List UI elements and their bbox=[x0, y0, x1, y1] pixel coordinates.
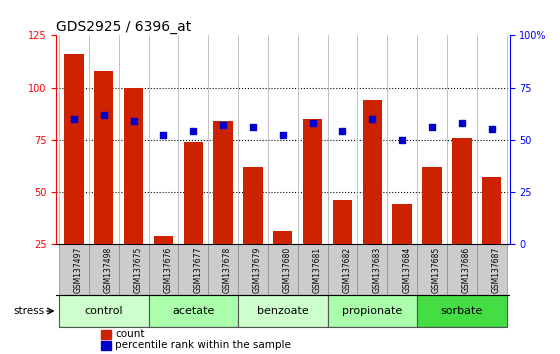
Text: GDS2925 / 6396_at: GDS2925 / 6396_at bbox=[56, 21, 192, 34]
FancyBboxPatch shape bbox=[298, 244, 328, 295]
Point bbox=[69, 116, 78, 122]
Text: GSM137682: GSM137682 bbox=[343, 246, 352, 292]
FancyBboxPatch shape bbox=[417, 244, 447, 295]
FancyBboxPatch shape bbox=[417, 295, 507, 327]
FancyBboxPatch shape bbox=[89, 244, 119, 295]
Bar bbox=[101, 341, 111, 350]
Bar bbox=[94, 71, 114, 296]
FancyBboxPatch shape bbox=[238, 295, 328, 327]
Text: propionate: propionate bbox=[342, 306, 403, 316]
Bar bbox=[422, 167, 442, 296]
Text: control: control bbox=[85, 306, 123, 316]
Text: GSM137687: GSM137687 bbox=[492, 246, 501, 293]
Text: GSM137497: GSM137497 bbox=[74, 246, 83, 293]
Point bbox=[487, 126, 496, 132]
Point bbox=[159, 133, 168, 138]
Text: GSM137685: GSM137685 bbox=[432, 246, 441, 293]
Bar bbox=[213, 121, 233, 296]
Point bbox=[249, 124, 258, 130]
Text: GSM137675: GSM137675 bbox=[134, 246, 143, 293]
Text: sorbate: sorbate bbox=[441, 306, 483, 316]
Text: count: count bbox=[115, 329, 144, 339]
Text: percentile rank within the sample: percentile rank within the sample bbox=[115, 340, 291, 350]
Bar bbox=[184, 142, 203, 296]
FancyBboxPatch shape bbox=[148, 244, 178, 295]
Text: GSM137498: GSM137498 bbox=[104, 246, 113, 293]
Text: GSM137677: GSM137677 bbox=[193, 246, 202, 293]
FancyBboxPatch shape bbox=[328, 244, 357, 295]
FancyBboxPatch shape bbox=[178, 244, 208, 295]
Bar bbox=[101, 330, 111, 339]
Point bbox=[308, 120, 317, 126]
FancyBboxPatch shape bbox=[119, 244, 148, 295]
Text: GSM137681: GSM137681 bbox=[312, 246, 321, 292]
Text: GSM137683: GSM137683 bbox=[372, 246, 381, 293]
FancyBboxPatch shape bbox=[148, 295, 238, 327]
Bar bbox=[452, 138, 472, 296]
FancyBboxPatch shape bbox=[59, 295, 148, 327]
Bar bbox=[393, 204, 412, 296]
FancyBboxPatch shape bbox=[477, 244, 507, 295]
Point bbox=[189, 129, 198, 134]
Point bbox=[458, 120, 466, 126]
FancyBboxPatch shape bbox=[357, 244, 388, 295]
FancyBboxPatch shape bbox=[238, 244, 268, 295]
FancyBboxPatch shape bbox=[208, 244, 238, 295]
Text: GSM137676: GSM137676 bbox=[164, 246, 172, 293]
Text: GSM137686: GSM137686 bbox=[462, 246, 471, 293]
FancyBboxPatch shape bbox=[59, 244, 89, 295]
Point bbox=[218, 122, 227, 128]
Text: GSM137684: GSM137684 bbox=[402, 246, 411, 293]
FancyBboxPatch shape bbox=[447, 244, 477, 295]
Text: benzoate: benzoate bbox=[257, 306, 309, 316]
Bar bbox=[64, 54, 83, 296]
Bar bbox=[154, 235, 173, 296]
Bar bbox=[124, 87, 143, 296]
Point bbox=[338, 129, 347, 134]
Bar bbox=[482, 177, 501, 296]
Bar bbox=[363, 100, 382, 296]
Text: acetate: acetate bbox=[172, 306, 214, 316]
Text: GSM137678: GSM137678 bbox=[223, 246, 232, 293]
Bar bbox=[273, 232, 292, 296]
Point bbox=[368, 116, 377, 122]
Point bbox=[129, 118, 138, 124]
Bar bbox=[333, 200, 352, 296]
Point bbox=[427, 124, 436, 130]
Point bbox=[99, 112, 108, 118]
Text: GSM137679: GSM137679 bbox=[253, 246, 262, 293]
Text: stress: stress bbox=[13, 306, 45, 316]
Point bbox=[398, 137, 407, 142]
FancyBboxPatch shape bbox=[328, 295, 417, 327]
Point bbox=[278, 133, 287, 138]
FancyBboxPatch shape bbox=[388, 244, 417, 295]
FancyBboxPatch shape bbox=[268, 244, 298, 295]
Bar bbox=[303, 119, 323, 296]
Bar bbox=[243, 167, 263, 296]
Text: GSM137680: GSM137680 bbox=[283, 246, 292, 293]
